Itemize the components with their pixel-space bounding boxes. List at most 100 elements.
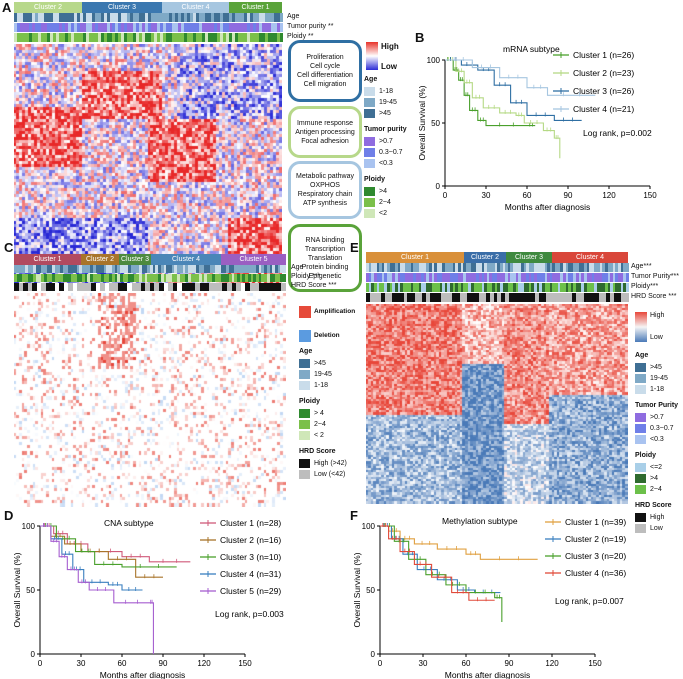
legend-swatch (635, 474, 646, 483)
panel-b-label: B (415, 30, 425, 45)
pathway-term: Protein binding (301, 263, 349, 271)
panel-c-row-ploidy: Ploidy *** (291, 273, 321, 280)
legend-label: High (650, 514, 665, 521)
legend-swatch (635, 463, 646, 472)
legend-label: Cluster 1 (n=39) (565, 517, 626, 527)
panelA-cluster-2: Cluster 3 (82, 2, 162, 13)
panel-e-legend-item: <=2 (635, 463, 662, 472)
panel-c-legend-item: 1-18 (299, 381, 328, 390)
legend-label: 1-18 (379, 88, 394, 95)
panel-e-legend-item: >45 (635, 363, 662, 372)
panel-a-legend-title: Ploidy (364, 176, 386, 183)
panel-c-del-gradient (299, 330, 311, 342)
legend-label: Cluster 1 (n=26) (573, 50, 634, 60)
y-tick-label: 100 (22, 522, 36, 531)
panel-e-legend-item: 0.3~0.7 (635, 424, 674, 433)
panel-a-pathway-box-4: RNA binding Transcription Translation Prote… (288, 224, 362, 292)
legend-label: Cluster 3 (n=20) (565, 551, 626, 561)
panel-c-legend-del: Deletion (314, 332, 340, 339)
panel-a-legend-item: >0.7 (364, 137, 393, 146)
legend-label: Cluster 2 (n=16) (220, 535, 281, 545)
legend-swatch (635, 435, 646, 444)
panel-a-legend-item: >4 (364, 187, 387, 196)
legend-swatch (635, 413, 646, 422)
pathway-term: Metabolic pathway (296, 173, 354, 180)
legend-swatch (299, 420, 310, 429)
x-tick-label: 0 (443, 191, 448, 200)
pathway-term: Respiratory chain (297, 191, 353, 198)
legend-label: <=2 (650, 464, 663, 471)
panel-e-legend-title: Tumor Purity (635, 402, 679, 409)
legend-swatch (364, 198, 375, 207)
legend-swatch (635, 424, 646, 433)
panel-a-age-strip (14, 13, 283, 22)
panel-a-legend-low: Low (381, 62, 397, 71)
panel-c-legend-title: Age (299, 348, 313, 355)
legend-label: Cluster 4 (n=31) (220, 569, 281, 579)
legend-swatch (635, 513, 646, 522)
panel-e: E Cluster 1 Cluster 2 Cluster 3 Cluster 4 A… (350, 240, 683, 533)
panelE-cluster-3: Cluster 3 (506, 252, 552, 263)
pathway-term: Cell differentiation (297, 72, 353, 79)
log-rank-annotation: Log rank, p=0.002 (583, 128, 652, 138)
x-tick-label: 150 (238, 659, 252, 668)
legend-label: Cluster 4 (n=21) (573, 104, 634, 114)
panel-a: A Cluster 2 Cluster 3 Cluster 4 Cluster 1 A… (0, 0, 420, 300)
legend-label: <0.3 (650, 436, 664, 443)
legend-label: High (>42) (314, 460, 347, 467)
pathway-term: Immune response (296, 119, 354, 127)
legend-swatch (364, 187, 375, 196)
legend-label: Cluster 2 (n=23) (573, 68, 634, 78)
panel-c-legend-item: > 4 (299, 409, 324, 418)
legend-swatch (635, 385, 646, 394)
panel-c-cna-heatmap (14, 293, 286, 507)
panel-c-legend-item: High (>42) (299, 459, 347, 468)
legend-label: Low (<42) (314, 471, 346, 478)
legend-label: >45 (379, 110, 391, 117)
legend-label: >0.7 (650, 414, 664, 421)
x-tick-label: 30 (419, 659, 428, 668)
legend-swatch (364, 109, 375, 118)
km-curve-3 (380, 525, 503, 622)
pathway-term: Epigenetic (308, 272, 342, 280)
panel-a-purity-strip (14, 23, 283, 32)
x-axis-label: Months after diagnosis (505, 202, 591, 212)
panel-f-label: F (350, 508, 358, 523)
panel-e-cluster-bar: Cluster 1 Cluster 2 Cluster 3 Cluster 4 (366, 252, 628, 263)
legend-label: > 4 (314, 410, 324, 417)
panel-e-methylation-heatmap (366, 304, 628, 504)
chart-title: CNA subtype (104, 518, 154, 528)
panel-e-expr-gradient (635, 312, 647, 342)
panel-e-row-hrd: HRD Score *** (631, 293, 677, 300)
panel-a-legend-item: 1-18 (364, 87, 393, 96)
panelC-cluster-3: Cluster 3 (119, 254, 151, 265)
chart-title: Methylation subtype (442, 516, 518, 526)
pathway-term: Cell cycle (310, 63, 340, 70)
panel-a-row-purity: Tumor purity ** (287, 23, 334, 30)
pathway-term: OXPHOS (310, 182, 340, 189)
km-curve-3 (40, 525, 177, 568)
panelE-cluster-4: Cluster 4 (552, 252, 628, 263)
panelA-cluster-4: Cluster 1 (229, 2, 282, 13)
km-curve-3 (445, 59, 582, 122)
legend-label: Cluster 4 (n=36) (565, 568, 626, 578)
panel-a-legend-item: <0.3 (364, 159, 393, 168)
legend-label: <0.3 (379, 160, 393, 167)
panel-f-km-plot: 0 30 60 90 120 150 0 50 100 Months after diagnosi… (352, 516, 626, 679)
km-curve-4 (380, 525, 495, 601)
panel-e-legend-item: 1-18 (635, 385, 664, 394)
pathway-term: Proliferation (306, 54, 344, 61)
pathway-term: ATP synthesis (302, 200, 348, 207)
panelC-cluster-2: Cluster 2 (81, 254, 119, 265)
y-tick-label: 50 (26, 586, 35, 595)
panel-c-amp-gradient (299, 306, 311, 318)
pathway-term: Transcription (304, 245, 346, 253)
y-axis-label: Overall Survival (%) (352, 552, 362, 627)
x-tick-label: 90 (505, 659, 514, 668)
legend-label: Cluster 1 (n=28) (220, 518, 281, 528)
panel-a-heatmap (14, 44, 282, 290)
panelA-cluster-3: Cluster 4 (162, 2, 229, 13)
legend-label: 0.3~0.7 (379, 149, 403, 156)
y-tick-label: 50 (431, 119, 440, 128)
panel-a-expr-gradient (366, 42, 378, 70)
